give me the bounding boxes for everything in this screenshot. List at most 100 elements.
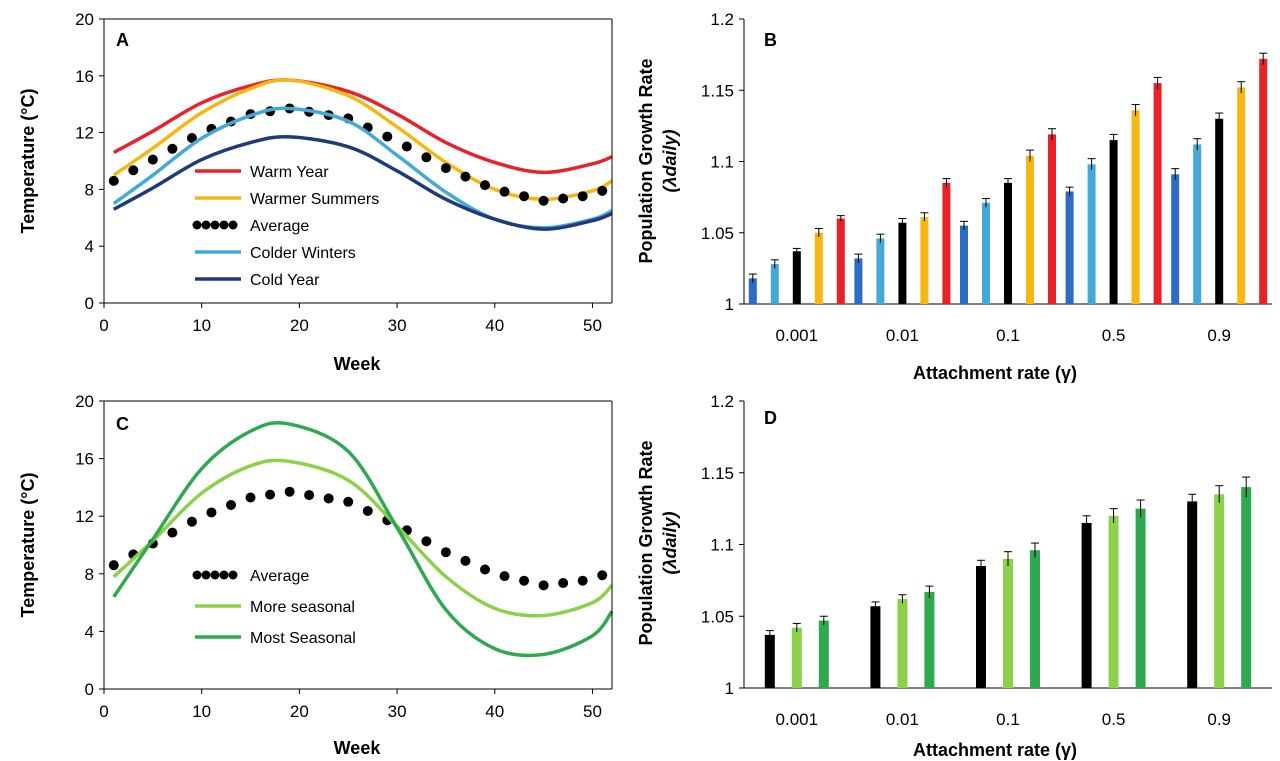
bar xyxy=(1237,87,1246,305)
panel-c-lines xyxy=(108,420,614,658)
bar xyxy=(791,627,802,688)
y-tick-label: 8 xyxy=(85,180,94,199)
y-tick-label: 8 xyxy=(85,565,94,584)
panel-d-ticks: 1 1.05 1.1 1.15 1.2 0.001 0.01 0.1 0.5 0.9 xyxy=(701,392,1231,729)
bar xyxy=(920,217,929,304)
y-tick-label: 16 xyxy=(75,450,94,469)
x-tick-label: 50 xyxy=(583,316,602,335)
legend-dot xyxy=(201,570,211,580)
y-tick-label: 1.15 xyxy=(701,81,734,100)
x-tick-label: 30 xyxy=(388,316,407,335)
x-tick-label: 20 xyxy=(290,316,309,335)
legend-label: Warmer Summers xyxy=(250,191,379,208)
data-point xyxy=(519,191,530,202)
data-point xyxy=(460,171,471,182)
data-point xyxy=(186,132,197,143)
panel-b-growth-rate-chart: 1 1.05 1.1 1.15 1.2 0.001 0.01 0.1 0.5 0.9 B Atta… xyxy=(636,10,1272,383)
x-tick-label: 10 xyxy=(192,702,211,721)
panel-d-y-axis-label: Population Growth Rate xyxy=(636,441,656,646)
panel-c-ticks: 0 4 8 12 16 20 0 10 20 30 40 50 xyxy=(75,392,602,721)
panel-b-ticks: 1 1.05 1.1 1.15 1.2 0.001 0.01 0.1 0.5 0.9 xyxy=(701,10,1231,345)
y-tick-label: 20 xyxy=(75,10,94,29)
bar xyxy=(1087,164,1096,304)
legend-dot xyxy=(192,220,202,230)
bar xyxy=(764,634,775,688)
y-tick-label: 1 xyxy=(725,295,734,314)
legend-dot xyxy=(210,570,220,580)
data-point xyxy=(265,489,276,500)
bar xyxy=(1048,134,1056,304)
bar xyxy=(748,278,757,304)
panel-c-axes xyxy=(103,400,613,690)
panel-b-bars xyxy=(748,52,1268,305)
data-point xyxy=(440,163,451,174)
data-point xyxy=(519,575,530,586)
bar xyxy=(1153,83,1162,304)
bar xyxy=(924,591,935,688)
bar xyxy=(1171,174,1180,304)
data-point xyxy=(499,571,510,582)
data-point xyxy=(304,490,315,501)
bar xyxy=(1081,522,1092,688)
y-tick-label: 1.15 xyxy=(701,464,734,483)
panel-c-temperature-chart: 0 4 8 12 16 20 0 10 20 30 40 50 C Week Temperature … xyxy=(18,392,614,758)
x-tick-label: 0 xyxy=(99,316,108,335)
legend-label: More seasonal xyxy=(250,599,355,616)
data-point xyxy=(323,493,334,504)
series-cold-year-line xyxy=(112,134,613,231)
data-point xyxy=(480,564,490,575)
y-tick-label: 4 xyxy=(85,237,94,256)
panel-a-letter: A xyxy=(116,30,129,50)
data-point xyxy=(206,507,217,518)
legend-label: Average xyxy=(250,568,309,585)
bar xyxy=(818,620,829,688)
data-point xyxy=(343,496,354,507)
data-point xyxy=(421,536,432,547)
data-point xyxy=(499,186,510,197)
data-point xyxy=(382,131,393,142)
legend-dot xyxy=(201,220,211,230)
panel-a-ticks: 0 4 8 12 16 20 0 10 20 30 40 50 xyxy=(75,10,602,335)
x-tick-label: 0.1 xyxy=(996,326,1020,345)
x-tick-label: 30 xyxy=(388,702,407,721)
series-warm-year-line xyxy=(112,78,613,175)
y-tick-label: 12 xyxy=(75,507,94,526)
series-more-seasonal-line xyxy=(112,458,614,618)
data-point xyxy=(128,165,139,176)
panel-c-letter: C xyxy=(116,414,129,434)
data-point xyxy=(108,175,119,186)
data-point xyxy=(460,555,471,566)
data-point xyxy=(401,141,412,152)
panel-c-x-axis-label: Week xyxy=(334,738,382,758)
legend-label: Average xyxy=(250,218,309,235)
data-point xyxy=(284,486,295,497)
bar xyxy=(897,599,908,688)
data-point xyxy=(558,578,569,589)
data-point xyxy=(577,191,588,202)
data-point xyxy=(480,180,490,191)
bar xyxy=(1026,155,1034,304)
y-tick-label: 1.05 xyxy=(701,224,734,243)
panel-b-letter: B xyxy=(764,30,777,50)
panel-b-y-axis-sublabel: (λdaily) xyxy=(660,129,680,192)
panel-a-temperature-chart: 0 4 8 12 16 20 0 10 20 30 40 50 A Week Temperature … xyxy=(18,10,613,374)
legend-label: Warm Year xyxy=(250,164,329,181)
y-tick-label: 1.1 xyxy=(710,536,734,555)
bar xyxy=(1109,140,1118,304)
data-point xyxy=(597,185,608,196)
data-point xyxy=(577,575,588,586)
y-tick-label: 4 xyxy=(85,622,94,641)
legend-dot xyxy=(219,570,229,580)
bar xyxy=(1187,501,1198,688)
legend-label: Most Seasonal xyxy=(250,630,356,647)
panel-c-legend: Average More seasonal Most Seasonal xyxy=(192,568,356,647)
legend-dot xyxy=(192,570,202,580)
data-point xyxy=(167,527,178,538)
panel-d-x-axis-label: Attachment rate (γ) xyxy=(913,740,1077,760)
bar xyxy=(1108,515,1119,688)
data-point xyxy=(362,506,373,517)
bar xyxy=(1259,58,1268,305)
bar xyxy=(1065,191,1074,304)
y-tick-label: 1.2 xyxy=(710,10,734,29)
